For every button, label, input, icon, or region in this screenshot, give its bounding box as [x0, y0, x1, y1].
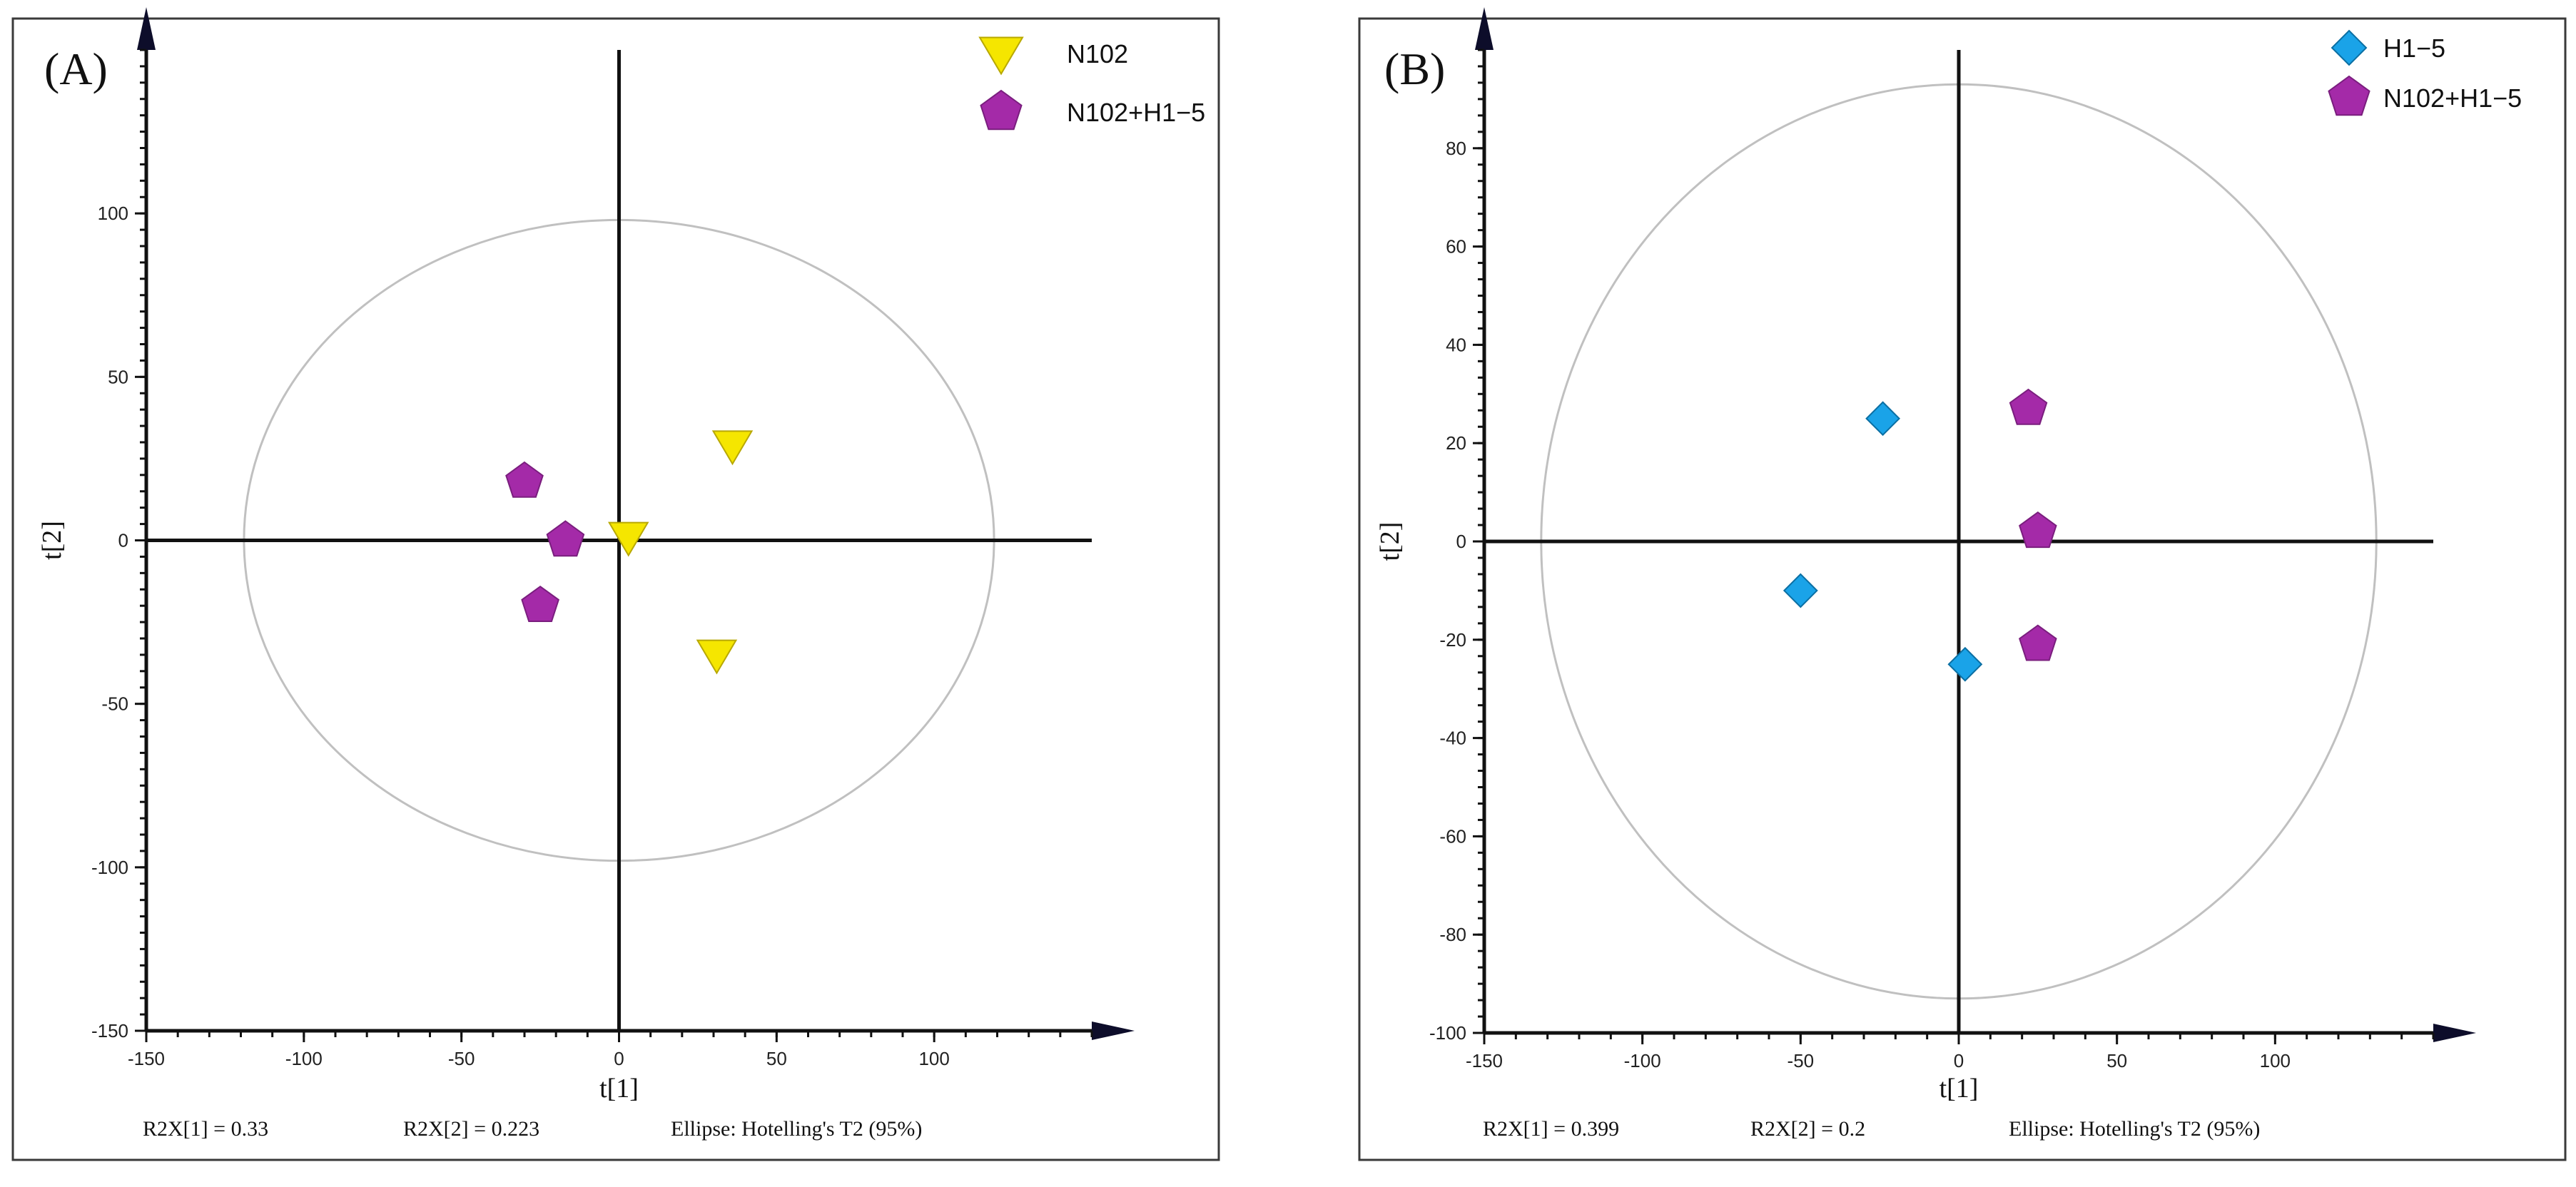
- y-tick-label: 40: [1446, 334, 1466, 355]
- y-tick-label: 100: [98, 203, 128, 224]
- y-tick-label: -100: [91, 857, 128, 878]
- y-tick-label: 20: [1446, 432, 1466, 454]
- y-tick-label: -80: [1439, 924, 1466, 945]
- data-point-diamond-1-3: [1947, 646, 1983, 682]
- panel-b: -150 -100 -50 0 50 100-100-80-60-40-200204060…: [1375, 7, 2522, 1141]
- y-tick-label: -50: [101, 693, 128, 715]
- data-point-pentagon-2-2: [546, 520, 585, 557]
- data-point-pentagon-2-3: [2019, 624, 2057, 661]
- legend-label-2: N102+H1−5: [1067, 98, 1205, 127]
- y-axis-title: t[2]: [37, 521, 67, 560]
- x-axis-arrow: [2433, 1024, 2476, 1042]
- ellipse-caption: Ellipse: Hotelling's T2 (95%): [671, 1117, 922, 1141]
- x-tick-label: 0: [1954, 1050, 1964, 1071]
- x-tick-label: -100: [1624, 1050, 1661, 1071]
- y-axis-arrow: [137, 7, 156, 50]
- legend-marker-2: [2328, 75, 2370, 116]
- legend-label-1: N102: [1067, 39, 1128, 68]
- legend-label-1: H1−5: [2383, 34, 2445, 63]
- y-tick-label: 50: [108, 366, 128, 387]
- r2x1-stat: R2X[1] = 0.399: [1483, 1117, 1619, 1141]
- y-axis-title: t[2]: [1375, 522, 1405, 561]
- y-tick-label: 0: [1456, 531, 1466, 552]
- legend-label-2: N102+H1−5: [2383, 83, 2522, 113]
- panel-a-frame: [11, 17, 1220, 1161]
- data-point-diamond-1-2: [1783, 573, 1818, 608]
- x-axis-arrow: [1092, 1022, 1135, 1040]
- data-point-pentagon-2-3: [521, 585, 559, 622]
- x-tick-label: 100: [2260, 1050, 2291, 1071]
- x-tick-label: -50: [1788, 1050, 1815, 1071]
- x-tick-label: -100: [285, 1048, 323, 1069]
- panel-label: (B): [1384, 44, 1445, 94]
- x-tick-label: -150: [1466, 1050, 1503, 1071]
- data-point-pentagon-2-1: [2009, 388, 2048, 425]
- panel-label: (A): [44, 44, 108, 94]
- x-tick-label: 50: [766, 1048, 787, 1069]
- r2x1-stat: R2X[1] = 0.33: [143, 1117, 268, 1141]
- y-tick-label: -100: [1429, 1022, 1466, 1044]
- data-point-pentagon-2-2: [2019, 511, 2057, 549]
- x-tick-label: -50: [448, 1048, 475, 1069]
- data-point-diamond-1-1: [1865, 401, 1901, 437]
- y-tick-label: 80: [1446, 138, 1466, 159]
- data-point-triangle-down-1-2: [608, 521, 649, 557]
- x-tick-label: 100: [918, 1048, 949, 1069]
- y-tick-label: -60: [1439, 825, 1466, 847]
- data-point-triangle-down-1-3: [696, 639, 738, 675]
- panel-a: -150 -100 -50 0 50 100 -150 -100 -50 0 50 100 t[1] t[…: [37, 7, 1205, 1141]
- x-tick-label: 50: [2106, 1050, 2127, 1071]
- r2x2-stat: R2X[2] = 0.2: [1750, 1117, 1865, 1141]
- y-tick-label: -150: [91, 1020, 128, 1041]
- data-point-triangle-down-1-1: [711, 430, 754, 466]
- y-tick-label: 0: [118, 530, 128, 551]
- x-tick-label: 0: [614, 1048, 624, 1069]
- y-tick-label: -40: [1439, 728, 1466, 749]
- x-axis-title: t[1]: [599, 1074, 639, 1104]
- y-tick-label: -20: [1439, 629, 1466, 651]
- legend-marker-1: [2331, 29, 2368, 66]
- data-point-pentagon-2-1: [505, 461, 544, 498]
- y-axis-arrow: [1475, 7, 1494, 50]
- legend-marker-1: [978, 36, 1024, 76]
- panel-b-frame: [1358, 17, 2567, 1161]
- y-tick-label: 60: [1446, 236, 1466, 258]
- r2x2-stat: R2X[2] = 0.223: [403, 1117, 539, 1141]
- x-tick-label: -150: [128, 1048, 165, 1069]
- legend-marker-2: [980, 89, 1023, 131]
- ellipse-caption: Ellipse: Hotelling's T2 (95%): [2009, 1117, 2260, 1141]
- x-axis-title: t[1]: [1939, 1074, 1979, 1104]
